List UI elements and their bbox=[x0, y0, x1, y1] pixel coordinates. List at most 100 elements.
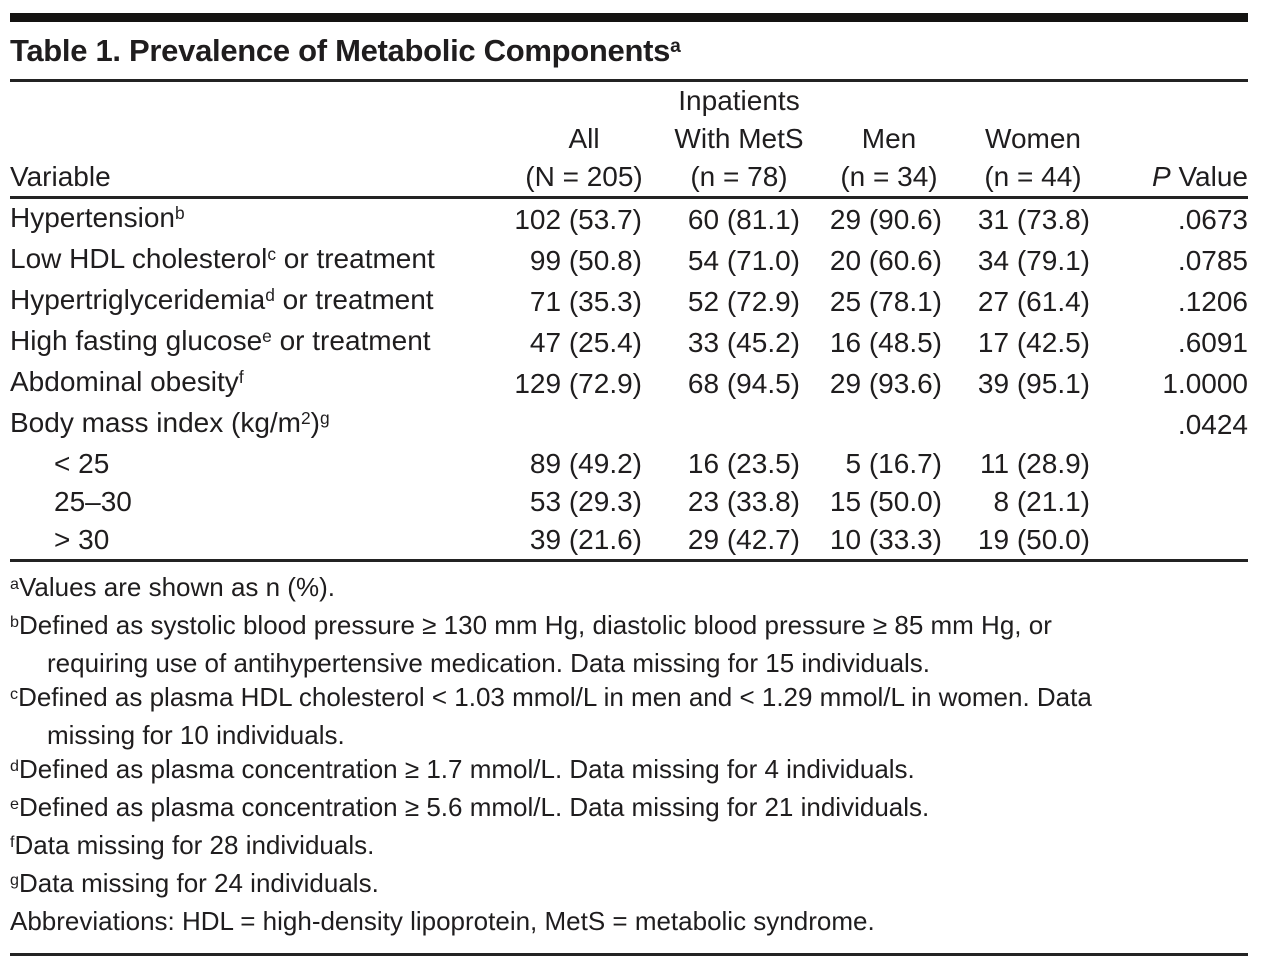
text-segment: (N = 205) bbox=[525, 161, 643, 192]
cell-variable: > 30 bbox=[10, 521, 510, 562]
footnote-line: bDefined as systolic blood pressure ≥ 13… bbox=[10, 608, 1248, 646]
footnote-line: gData missing for 24 individuals. bbox=[10, 866, 1248, 904]
header-line: Variable bbox=[10, 158, 510, 196]
cell-variable: Low HDL cholesterolc or treatment bbox=[10, 240, 510, 281]
superscript: g bbox=[10, 870, 19, 889]
table-body: Hypertensionb 102 (53.7) 60 (81.1) 29 (90.6… bbox=[10, 198, 1248, 562]
cell-men: 5 (16.7) bbox=[845, 448, 943, 479]
superscript: c bbox=[10, 684, 19, 703]
header-line: Inpatients bbox=[658, 82, 820, 120]
text-segment: < 25 bbox=[54, 448, 110, 479]
cell-all: 89 (49.2) bbox=[529, 448, 642, 479]
text-segment: Values are shown as n (%). bbox=[18, 572, 335, 602]
cell-all: 53 (29.3) bbox=[529, 486, 642, 517]
text-segment: Abbreviations: HDL = high-density lipopr… bbox=[10, 906, 875, 936]
cell-all: 99 (50.8) bbox=[529, 244, 642, 276]
cell-p bbox=[1108, 445, 1248, 483]
cell-mets: 52 (72.9) bbox=[687, 285, 800, 317]
superscript: e bbox=[262, 326, 272, 347]
header-row: Variable All (N = 205) Inpatients With MetS (… bbox=[10, 82, 1248, 199]
header-line: Women bbox=[958, 120, 1108, 158]
superscript: c bbox=[267, 244, 276, 265]
cell-variable: Hypertriglyceridemiad or treatment bbox=[10, 281, 510, 322]
cell-women: 39 (95.1) bbox=[977, 367, 1090, 399]
footnote-c: cDefined as plasma HDL cholesterol < 1.0… bbox=[10, 680, 1248, 752]
cell-variable: Body mass index (kg/m2)g bbox=[10, 404, 510, 445]
table-row: Hypertensionb 102 (53.7) 60 (81.1) 29 (90.6… bbox=[10, 198, 1248, 241]
text-segment: (n = 34) bbox=[840, 161, 938, 192]
text-segment: missing for 10 individuals. bbox=[47, 720, 345, 750]
top-rule bbox=[10, 13, 1248, 22]
header-line: All bbox=[510, 120, 658, 158]
text-segment: Women bbox=[985, 123, 1081, 154]
cell-all: 47 (25.4) bbox=[529, 326, 642, 358]
text-segment: Defined as plasma HDL cholesterol < 1.03… bbox=[18, 682, 1092, 712]
footnote-line: cDefined as plasma HDL cholesterol < 1.0… bbox=[10, 680, 1248, 718]
text-segment: Hypertension bbox=[10, 202, 175, 233]
superscript: d bbox=[265, 285, 275, 306]
superscript: e bbox=[10, 794, 19, 813]
superscript: b bbox=[174, 203, 185, 224]
superscript: d bbox=[10, 756, 19, 775]
footnote-b: bDefined as systolic blood pressure ≥ 13… bbox=[10, 608, 1248, 680]
text-segment: All bbox=[568, 123, 600, 154]
column-header-mets: Inpatients With MetS (n = 78) bbox=[658, 82, 820, 199]
superscript: f bbox=[238, 367, 244, 388]
cell-variable: 25–30 bbox=[10, 483, 510, 521]
cell-all: 102 (53.7) bbox=[514, 203, 642, 235]
footnote-abbreviations: Abbreviations: HDL = high-density lipopr… bbox=[10, 904, 1248, 938]
superscript: a bbox=[670, 36, 681, 58]
text-segment: Data missing for 24 individuals. bbox=[18, 868, 379, 898]
text-segment: Defined as plasma concentration ≥ 1.7 mm… bbox=[18, 754, 915, 784]
cell-women: 34 (79.1) bbox=[977, 244, 1090, 276]
table-row: Body mass index (kg/m2)g .0424 bbox=[10, 404, 1248, 445]
text-segment: or treatment bbox=[274, 284, 434, 315]
footnote-d: dDefined as plasma concentration ≥ 1.7 m… bbox=[10, 752, 1248, 790]
column-header-men: Men (n = 34) bbox=[820, 82, 958, 199]
cell-mets bbox=[658, 404, 820, 445]
text-segment: or treatment bbox=[276, 243, 435, 274]
superscript: f bbox=[10, 832, 15, 851]
cell-women: 11 (28.9) bbox=[980, 448, 1090, 479]
footnote-line: eDefined as plasma concentration ≥ 5.6 m… bbox=[10, 790, 1248, 828]
header-line: (n = 78) bbox=[658, 158, 820, 196]
cell-women: 27 (61.4) bbox=[977, 285, 1090, 317]
cell-men: 15 (50.0) bbox=[829, 486, 942, 517]
cell-all: 39 (21.6) bbox=[510, 521, 658, 562]
column-header-all: All (N = 205) bbox=[510, 82, 658, 199]
footnote-line: fData missing for 28 individuals. bbox=[10, 828, 1248, 866]
table-row: Hypertriglyceridemiad or treatment 71 (35… bbox=[10, 281, 1248, 322]
cell-men: 29 (93.6) bbox=[829, 367, 942, 399]
text-segment: > 30 bbox=[54, 524, 110, 555]
header-line: (n = 34) bbox=[820, 158, 958, 196]
footnote-a: aValues are shown as n (%). bbox=[10, 570, 1248, 608]
cell-women: 17 (42.5) bbox=[977, 326, 1090, 358]
superscript: 2 bbox=[301, 408, 311, 429]
cell-mets: 68 (94.5) bbox=[687, 367, 800, 399]
cell-p: .0785 bbox=[1177, 244, 1248, 276]
footnote-g: gData missing for 24 individuals. bbox=[10, 866, 1248, 904]
cell-p: .0424 bbox=[1177, 408, 1248, 440]
text-segment: Defined as systolic blood pressure ≥ 130… bbox=[18, 610, 1052, 640]
cell-variable: Hypertensionb bbox=[10, 198, 510, 241]
cell-p: 1.0000 bbox=[1162, 367, 1248, 399]
text-segment: Value bbox=[1170, 161, 1248, 192]
prevalence-table: Variable All (N = 205) Inpatients With MetS (… bbox=[10, 82, 1248, 562]
header-line: Men bbox=[820, 120, 958, 158]
superscript: a bbox=[10, 574, 19, 593]
column-header-variable: Variable bbox=[10, 82, 510, 199]
table-row: Abdominal obesityf 129 (72.9) 68 (94.5) 29 … bbox=[10, 363, 1248, 404]
cell-men: 10 (33.3) bbox=[820, 521, 958, 562]
text-segment: Variable bbox=[10, 161, 111, 192]
table-row: 25–30 53 (29.3) 23 (33.8) 15 (50.0) 8 (21.1) bbox=[10, 483, 1248, 521]
cell-men bbox=[820, 404, 958, 445]
cell-p: .1206 bbox=[1177, 285, 1248, 317]
text-segment: Defined as plasma concentration ≥ 5.6 mm… bbox=[18, 792, 930, 822]
cell-all bbox=[510, 404, 658, 445]
footnote-line: dDefined as plasma concentration ≥ 1.7 m… bbox=[10, 752, 1248, 790]
text-segment: (n = 78) bbox=[690, 161, 788, 192]
cell-mets: 23 (33.8) bbox=[687, 486, 800, 517]
text-segment: ) bbox=[310, 407, 320, 438]
footnote-line: Abbreviations: HDL = high-density lipopr… bbox=[10, 904, 1248, 938]
cell-men: 25 (78.1) bbox=[829, 285, 942, 317]
